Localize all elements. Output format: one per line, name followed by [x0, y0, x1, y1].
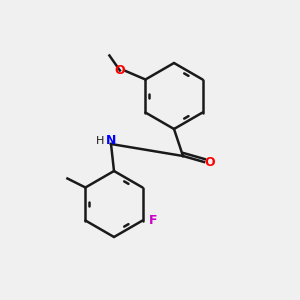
- Text: H: H: [96, 136, 105, 146]
- Text: O: O: [115, 64, 125, 77]
- Text: N: N: [106, 134, 116, 148]
- Text: F: F: [149, 214, 157, 227]
- Text: O: O: [205, 155, 215, 169]
